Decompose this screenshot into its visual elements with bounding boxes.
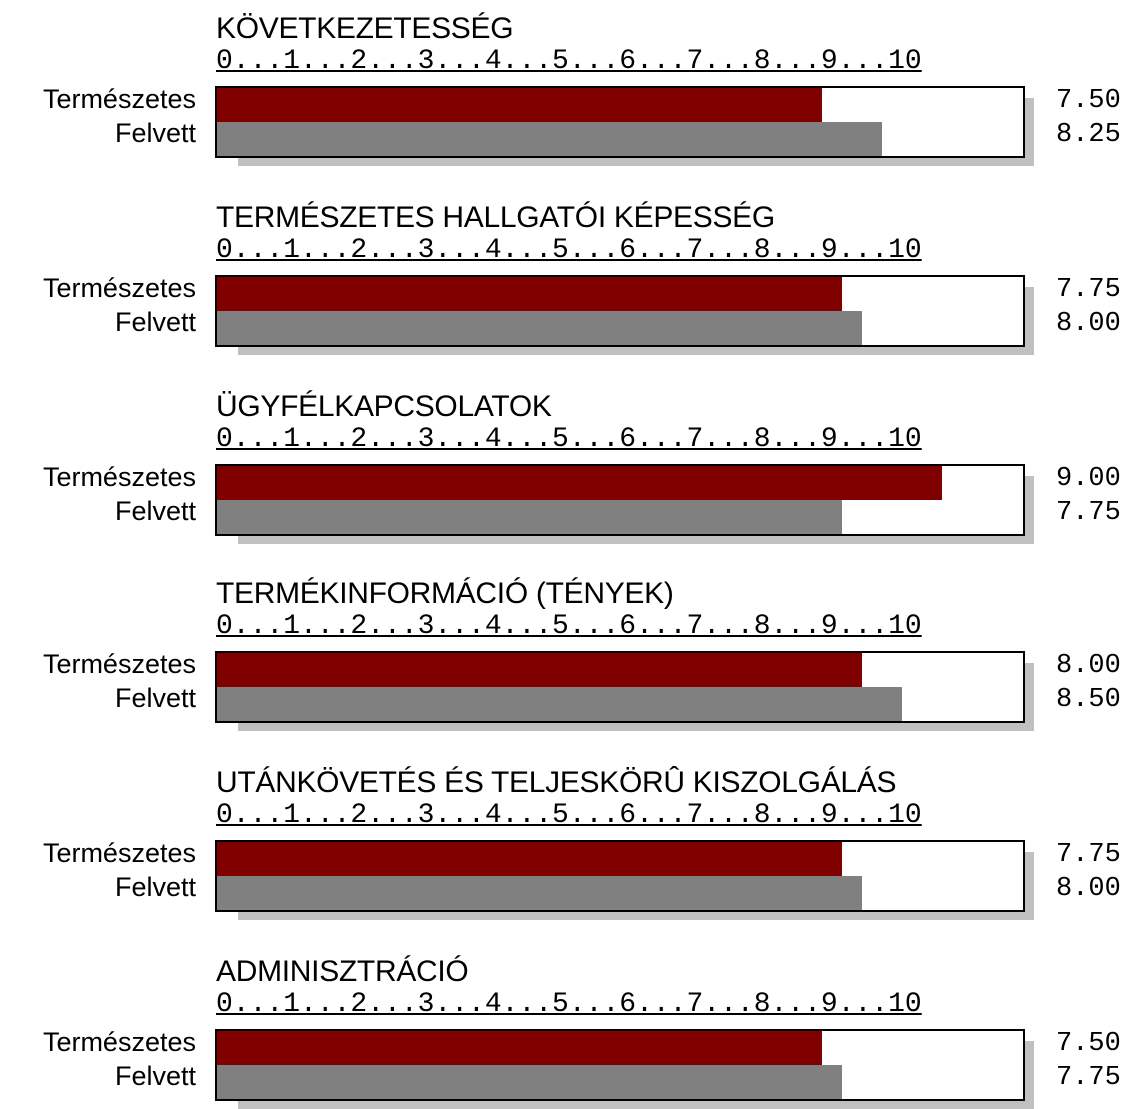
- bar-termeszetes: [217, 1031, 822, 1065]
- series-label-termeszetes: Természetes: [42, 84, 196, 114]
- series-label-felvett: Felvett: [114, 683, 196, 713]
- bar-frame: [215, 275, 1025, 347]
- bar-termeszetes: [217, 653, 862, 687]
- panel-title: UTÁNKÖVETÉS ÉS TELJESKÖRÛ KISZOLGÁLÁS: [216, 766, 897, 799]
- bar-felvett: [217, 311, 862, 345]
- value-label-felvett: 8.00: [1056, 309, 1121, 339]
- value-label-felvett: 8.00: [1056, 874, 1121, 904]
- value-label-termeszetes: 7.75: [1056, 840, 1121, 870]
- value-label-felvett: 8.25: [1056, 120, 1121, 150]
- chart-panel: TERMÉSZETES HALLGATÓI KÉPESSÉG 0...1...2…: [0, 201, 1146, 355]
- chart-panel: TERMÉKINFORMÁCIÓ (TÉNYEK) 0...1...2...3.…: [0, 577, 1146, 731]
- bar-felvett: [217, 1065, 842, 1099]
- axis-scale: 0...1...2...3...4...5...6...7...8...9...…: [216, 611, 922, 642]
- series-label-felvett: Felvett: [114, 307, 196, 337]
- chart-panel: ADMINISZTRÁCIÓ 0...1...2...3...4...5...6…: [0, 955, 1146, 1109]
- bar-termeszetes: [217, 277, 842, 311]
- panel-title: ADMINISZTRÁCIÓ: [216, 955, 469, 988]
- axis-scale: 0...1...2...3...4...5...6...7...8...9...…: [216, 989, 922, 1020]
- value-label-felvett: 7.75: [1056, 1063, 1121, 1093]
- series-label-felvett: Felvett: [114, 1061, 196, 1091]
- series-label-termeszetes: Természetes: [42, 838, 196, 868]
- value-label-termeszetes: 7.50: [1056, 86, 1121, 116]
- value-label-termeszetes: 9.00: [1056, 464, 1121, 494]
- chart-panel: UTÁNKÖVETÉS ÉS TELJESKÖRÛ KISZOLGÁLÁS 0.…: [0, 766, 1146, 920]
- bar-felvett: [217, 500, 842, 534]
- series-label-termeszetes: Természetes: [42, 462, 196, 492]
- bar-frame: [215, 840, 1025, 912]
- bar-termeszetes: [217, 466, 942, 500]
- series-label-termeszetes: Természetes: [42, 1027, 196, 1057]
- bar-termeszetes: [217, 88, 822, 122]
- bar-termeszetes: [217, 842, 842, 876]
- panel-title: ÜGYFÉLKAPCSOLATOK: [216, 390, 552, 423]
- series-label-termeszetes: Természetes: [42, 649, 196, 679]
- series-label-termeszetes: Természetes: [42, 273, 196, 303]
- panel-title: TERMÉKINFORMÁCIÓ (TÉNYEK): [216, 577, 674, 610]
- chart-panel: KÖVETKEZETESSÉG 0...1...2...3...4...5...…: [0, 12, 1146, 166]
- value-label-termeszetes: 7.75: [1056, 275, 1121, 305]
- bar-felvett: [217, 876, 862, 910]
- panel-title: TERMÉSZETES HALLGATÓI KÉPESSÉG: [216, 201, 775, 234]
- series-label-felvett: Felvett: [114, 496, 196, 526]
- bar-felvett: [217, 687, 902, 721]
- panel-title: KÖVETKEZETESSÉG: [216, 12, 514, 45]
- bar-frame: [215, 464, 1025, 536]
- value-label-termeszetes: 7.50: [1056, 1029, 1121, 1059]
- series-label-felvett: Felvett: [114, 872, 196, 902]
- bar-frame: [215, 86, 1025, 158]
- axis-scale: 0...1...2...3...4...5...6...7...8...9...…: [216, 424, 922, 455]
- bar-frame: [215, 1029, 1025, 1101]
- value-label-felvett: 8.50: [1056, 685, 1121, 715]
- value-label-felvett: 7.75: [1056, 498, 1121, 528]
- value-label-termeszetes: 8.00: [1056, 651, 1121, 681]
- axis-scale: 0...1...2...3...4...5...6...7...8...9...…: [216, 46, 922, 77]
- chart-panel: ÜGYFÉLKAPCSOLATOK 0...1...2...3...4...5.…: [0, 390, 1146, 544]
- series-label-felvett: Felvett: [114, 118, 196, 148]
- axis-scale: 0...1...2...3...4...5...6...7...8...9...…: [216, 800, 922, 831]
- bar-felvett: [217, 122, 882, 156]
- axis-scale: 0...1...2...3...4...5...6...7...8...9...…: [216, 235, 922, 266]
- bar-frame: [215, 651, 1025, 723]
